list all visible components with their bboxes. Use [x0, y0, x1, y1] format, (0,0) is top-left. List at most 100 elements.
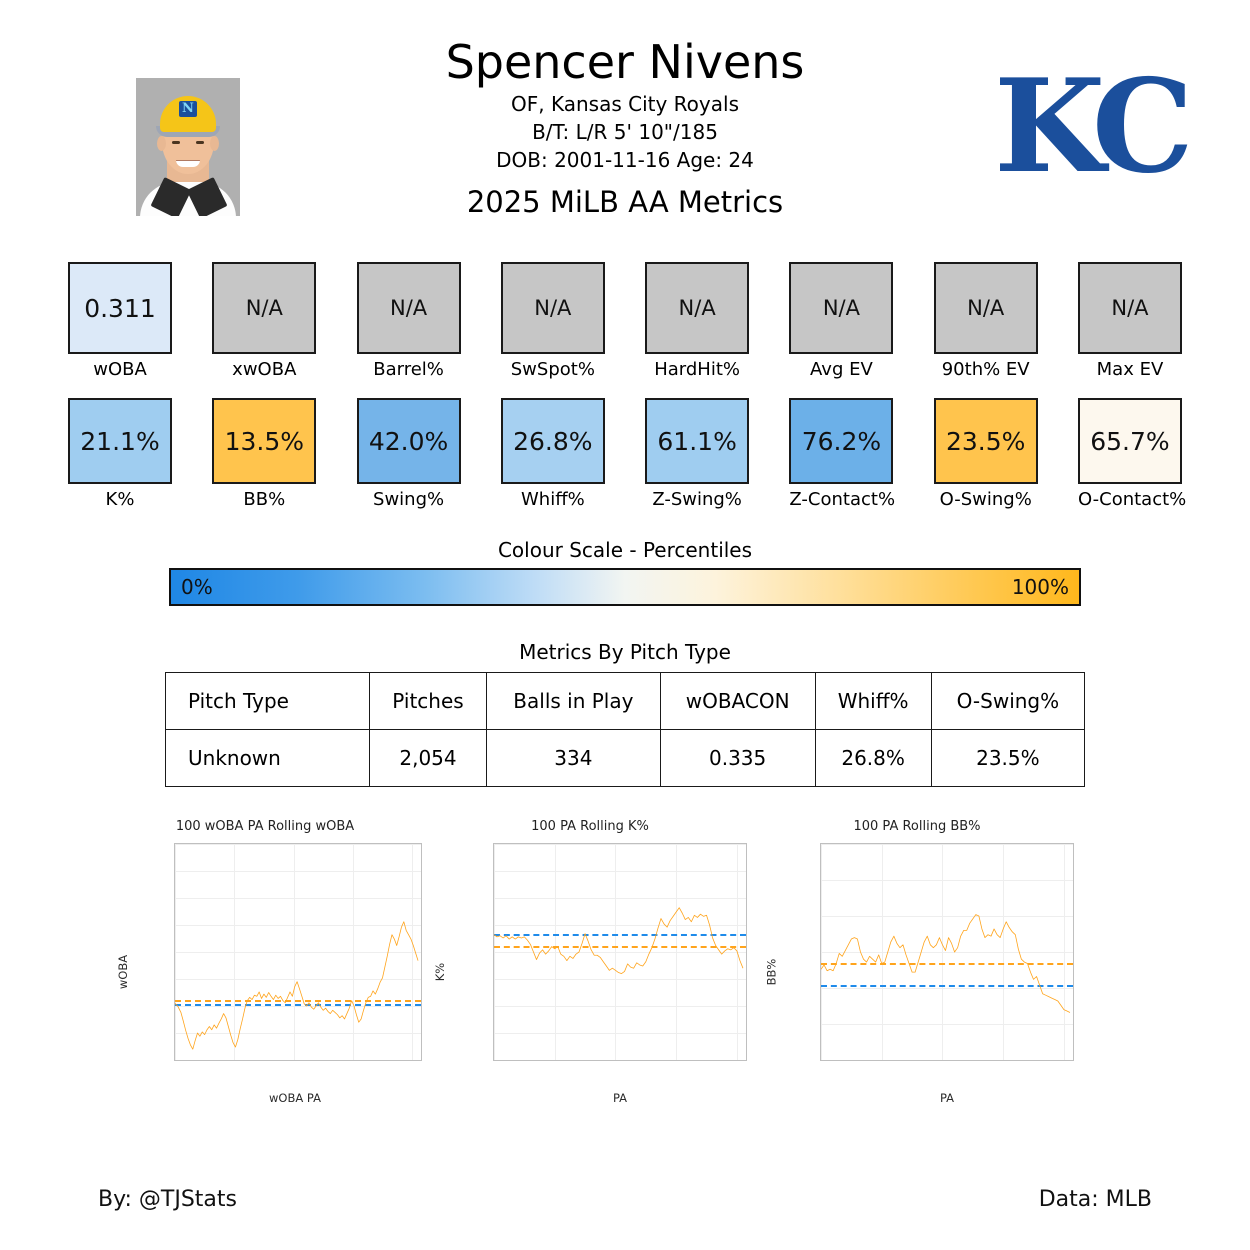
gridline-horizontal: [494, 898, 746, 899]
page-title: Spencer Nivens: [445, 35, 805, 89]
gridline-horizontal: [175, 1060, 421, 1061]
metric-cell-swspot: N/A SwSpot%: [500, 262, 605, 380]
series-line: [494, 844, 746, 1060]
player-headshot: N: [136, 78, 240, 216]
metric-cell-z-contact: 76.2% Z-Contact%: [789, 398, 896, 510]
metric-value-box: N/A: [645, 262, 750, 354]
gridline-horizontal: [494, 844, 746, 845]
gridline-vertical: [1063, 844, 1065, 1060]
gridline-vertical: [942, 844, 944, 1060]
metric-value-box: 13.5%: [212, 398, 317, 484]
table-cell: 2,054: [369, 729, 487, 787]
y-axis-label: BB%: [764, 958, 779, 986]
plot-area: 0.0%5.0%10.0%15.0%20.0%25.0%30.0%35.0%40…: [493, 843, 747, 1061]
metric-cell-z-swing: 61.1% Z-Swing%: [645, 398, 750, 510]
pitch-type-table-section: Metrics By Pitch Type Pitch Type Pitches B…: [0, 640, 1250, 787]
metric-value-box: 21.1%: [68, 398, 172, 484]
rolling-charts: 100 wOBA PA Rolling wOBA 0.2000.2500.3000…: [0, 819, 1250, 1129]
metric-label: Z-Contact%: [789, 489, 896, 510]
gridline-vertical: [821, 844, 822, 1060]
table-cell: 0.335: [659, 729, 816, 787]
gridline-horizontal: [821, 844, 1073, 845]
gridline-vertical: [352, 844, 354, 1060]
series-line: [175, 844, 421, 1060]
y-axis-label: K%: [433, 962, 448, 982]
metric-cell-90th-ev: N/A 90th% EV: [933, 262, 1038, 380]
gridline-vertical: [293, 844, 295, 1060]
reference-line: [821, 985, 1073, 988]
table-cell: Unknown: [165, 729, 370, 787]
metric-value-box: N/A: [789, 262, 894, 354]
metric-label: Z-Swing%: [652, 489, 742, 510]
colour-scale-title: Colour Scale - Percentiles: [497, 538, 753, 562]
metric-label: Max EV: [1096, 359, 1164, 380]
series-line: [821, 844, 1073, 1060]
gridline-horizontal: [494, 1033, 746, 1034]
chart-title: 100 PA Rolling BB%: [853, 819, 981, 834]
gridline-vertical: [234, 844, 236, 1060]
title-block: Spencer Nivens OF, Kansas City Royals B/…: [0, 0, 1250, 224]
gridline-horizontal: [175, 979, 421, 980]
metric-value-box: N/A: [356, 262, 461, 354]
metric-cell-hardhit: N/A HardHit%: [645, 262, 750, 380]
chart-title: 100 PA Rolling K%: [531, 819, 649, 834]
gridline-horizontal: [821, 952, 1073, 953]
reference-line: [175, 1004, 421, 1007]
plot-outer: 0.0%5.0%10.0%15.0%20.0%25.0%30.0%1002003…: [752, 837, 1082, 1107]
x-axis-label: wOBA PA: [269, 1091, 321, 1105]
table-header-cell: Pitch Type: [165, 672, 370, 730]
metrics-row-batted-ball: 0.311 wOBA N/A xwOBA N/A Barrel% N/A SwSpot% N/A…: [0, 262, 1250, 380]
metric-label: SwSpot%: [510, 359, 595, 380]
dob-age-line: DOB: 2001-11-16 Age: 24: [496, 148, 754, 172]
metric-cell-whiff: 26.8% Whiff%: [500, 398, 605, 510]
gridline-horizontal: [175, 898, 421, 899]
pitch-table-title: Metrics By Pitch Type: [519, 640, 731, 664]
team-logo-icon: KC: [994, 52, 1194, 202]
table-header-cell: wOBACON: [659, 672, 816, 730]
metric-value-box: 61.1%: [645, 398, 750, 484]
cap-logo-icon: N: [179, 101, 197, 117]
gridline-horizontal: [494, 1006, 746, 1007]
chart-title: 100 wOBA PA Rolling wOBA: [175, 819, 355, 834]
chart-woba: 100 wOBA PA Rolling wOBA 0.2000.2500.3000…: [100, 819, 430, 1129]
reference-line: [175, 1000, 421, 1003]
metrics-row-plate-discipline: 21.1% K% 13.5% BB% 42.0% Swing% 26.8% Whiff% 61.…: [0, 398, 1250, 510]
metric-label: Swing%: [373, 489, 445, 510]
metric-cell-o-contact: 65.7% O-Contact%: [1077, 398, 1187, 510]
metric-cell-k: 21.1% K%: [68, 398, 172, 510]
gridline-vertical: [175, 844, 176, 1060]
metrics-section-title: 2025 MiLB AA Metrics: [466, 185, 784, 219]
metric-value-box: 65.7%: [1077, 398, 1182, 484]
plot-outer: 0.2000.2500.3000.3500.4000.4500.5000.550…: [100, 837, 430, 1107]
metric-cell-o-swing: 23.5% O-Swing%: [933, 398, 1038, 510]
gridline-horizontal: [175, 925, 421, 926]
metric-cell-bb: 13.5% BB%: [212, 398, 317, 510]
table-header-cell: Balls in Play: [485, 672, 661, 730]
gridline-horizontal: [175, 952, 421, 953]
table-header-cell: Pitches: [369, 672, 487, 730]
reference-line: [821, 962, 1073, 965]
x-axis-label: PA: [612, 1091, 628, 1105]
metric-value-box: 23.5%: [933, 398, 1038, 484]
metric-label: K%: [105, 489, 135, 510]
metric-value-box: 26.8%: [500, 398, 605, 484]
metric-value-box: N/A: [1077, 262, 1182, 354]
metric-label: xwOBA: [232, 359, 297, 380]
gridline-vertical: [615, 844, 617, 1060]
metric-label: HardHit%: [654, 359, 741, 380]
plot-area: 0.2000.2500.3000.3500.4000.4500.5000.550…: [174, 843, 422, 1061]
metric-value-box: N/A: [933, 262, 1038, 354]
table-cell: 26.8%: [814, 729, 932, 787]
metric-label: Avg EV: [810, 359, 873, 380]
colour-scale: Colour Scale - Percentiles 0% 100%: [0, 538, 1250, 606]
table-header-cell: O-Swing%: [930, 672, 1086, 730]
plot-area: 0.0%5.0%10.0%15.0%20.0%25.0%30.0%1002003…: [820, 843, 1074, 1061]
chart-bb: 100 PA Rolling BB% 0.0%5.0%10.0%15.0%20.0…: [752, 819, 1082, 1129]
gridline-horizontal: [175, 1033, 421, 1034]
bats-throws-line: B/T: L/R 5' 10"/185: [532, 120, 718, 144]
metric-cell-max-ev: N/A Max EV: [1077, 262, 1182, 380]
metric-label: O-Contact%: [1077, 489, 1187, 510]
metric-label: wOBA: [93, 359, 147, 380]
colour-scale-low-label: 0%: [181, 575, 213, 599]
footer-data-source: Data: MLB: [1038, 1187, 1152, 1212]
